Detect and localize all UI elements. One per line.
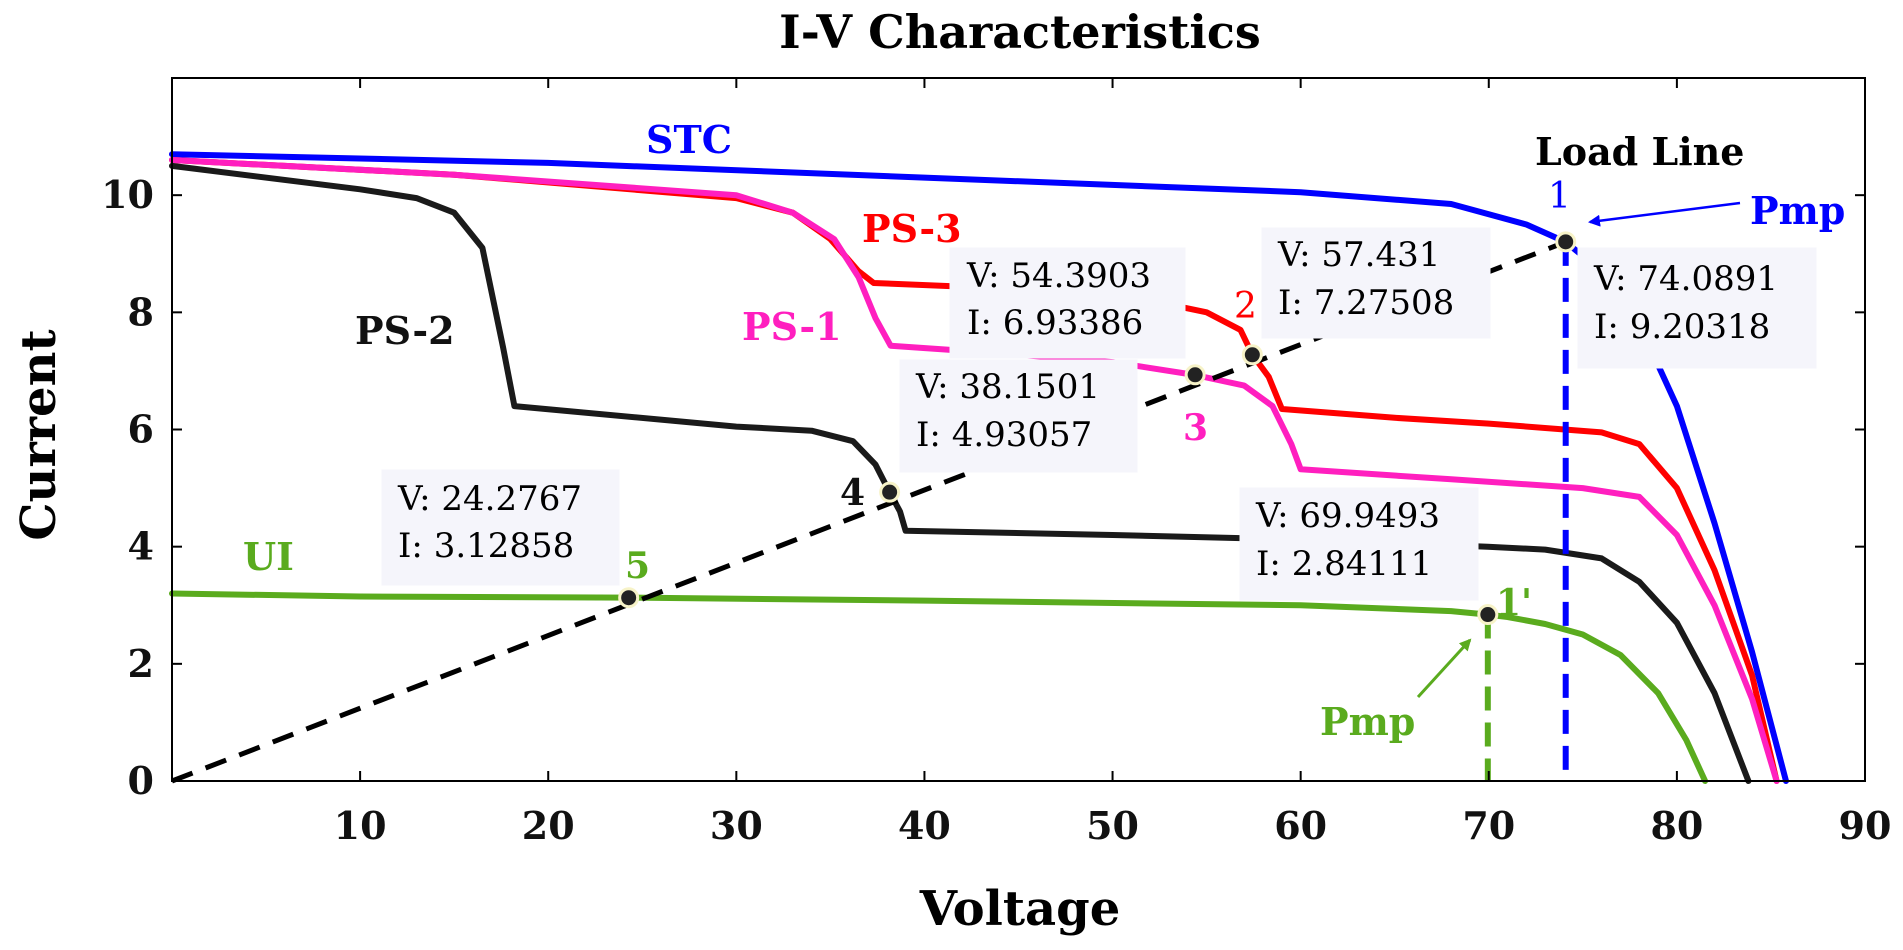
series-label-ui: UI: [243, 534, 294, 579]
pmp-arrow-green: [1416, 638, 1472, 699]
point-label-1p: 1': [1496, 582, 1532, 624]
y-tick-label: 8: [128, 289, 154, 334]
y-axis-label: Current: [11, 329, 67, 540]
point-label-3: 3: [1183, 407, 1208, 449]
datatip-1-v: V: 74.0891: [1593, 259, 1778, 299]
datatip-1-i: I: 9.20318: [1594, 307, 1770, 347]
datatip-2[interactable]: V: 57.431 I: 7.27508: [1261, 227, 1491, 339]
y-tick-label: 6: [128, 407, 154, 452]
x-tick-label: 30: [710, 803, 763, 848]
datatip-3-i: I: 6.93386: [967, 303, 1143, 343]
x-tick-label: 10: [334, 803, 387, 848]
x-tick-label: 50: [1086, 803, 1139, 848]
datatip-3-v: V: 54.3903: [966, 256, 1151, 296]
x-tick-label: 70: [1462, 803, 1515, 848]
series-label-stc: STC: [646, 117, 732, 162]
series-line-ps-1: [169, 157, 1780, 784]
datatip-2-i: I: 7.27508: [1278, 283, 1454, 323]
marker-point-1[interactable]: [1555, 231, 1577, 253]
datatip-3[interactable]: V: 54.3903 I: 6.93386: [949, 247, 1186, 359]
datatip-1p-i: I: 2.84111: [1256, 544, 1432, 584]
point-label-5: 5: [625, 545, 650, 587]
marker-point-4[interactable]: [879, 481, 901, 503]
x-tick-label: 60: [1274, 803, 1327, 848]
datatip-4-v: V: 38.1501: [915, 367, 1100, 407]
y-tick-label: 10: [101, 172, 154, 217]
datatip-4-i: I: 4.93057: [916, 415, 1092, 455]
y-tick-label: 2: [128, 641, 154, 686]
x-tick-label: 90: [1839, 803, 1892, 848]
datatip-1p[interactable]: V: 69.9493 I: 2.84111: [1239, 487, 1479, 601]
x-tick-label: 20: [522, 803, 575, 848]
markers: [618, 231, 1577, 626]
x-axis-label: Voltage: [919, 881, 1120, 937]
x-tick-label: 80: [1650, 803, 1703, 848]
pmp-label-green: Pmp: [1320, 699, 1415, 744]
x-tick-label: 40: [898, 803, 951, 848]
axis-ticks: 10 20 30 40 50 60 70 80 90 0 2 4 6 8 10: [101, 78, 1891, 848]
datatip-2-v: V: 57.431: [1277, 235, 1440, 275]
datatip-5-v: V: 24.2767: [397, 479, 582, 519]
datatip-1[interactable]: V: 74.0891 I: 9.20318: [1577, 247, 1817, 369]
series-label-load-line: Load Line: [1535, 129, 1744, 174]
datatip-5[interactable]: V: 24.2767 I: 3.12858: [381, 469, 620, 586]
datatip-4[interactable]: V: 38.1501 I: 4.93057: [899, 359, 1138, 473]
chart-title: I-V Characteristics: [779, 5, 1261, 59]
plot-vlines: [1484, 241, 1569, 781]
series-line-ui: [169, 590, 1709, 784]
datatip-1p-v: V: 69.9493: [1255, 496, 1440, 536]
point-label-1: 1: [1548, 176, 1571, 217]
point-label-4: 4: [840, 472, 865, 514]
y-tick-label: 4: [128, 524, 154, 569]
pmp-label-blue: Pmp: [1750, 188, 1845, 233]
y-tick-label: 0: [128, 758, 154, 803]
point-label-2: 2: [1234, 286, 1257, 327]
marker-point-3[interactable]: [1184, 364, 1206, 386]
series-label-ps2: PS-2: [355, 308, 455, 353]
series-label-ps3: PS-3: [862, 206, 962, 251]
marker-point-1p[interactable]: [1477, 604, 1499, 626]
series-label-ps1: PS-1: [742, 304, 842, 349]
datatip-5-i: I: 3.12858: [398, 526, 574, 566]
marker-point-5[interactable]: [618, 587, 640, 609]
pmp-arrow-blue: [1588, 201, 1741, 227]
marker-point-2[interactable]: [1241, 344, 1263, 366]
